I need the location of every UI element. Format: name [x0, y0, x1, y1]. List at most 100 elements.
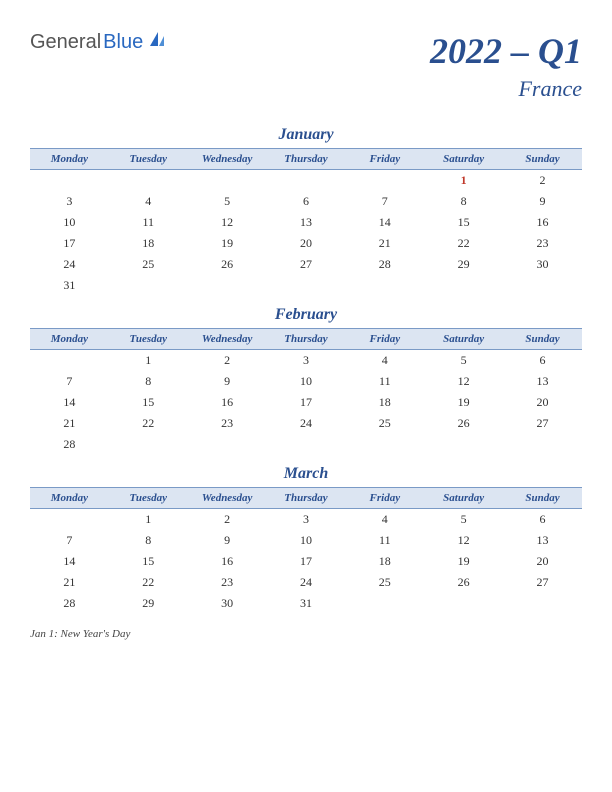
calendar-cell — [267, 170, 346, 192]
calendar-cell: 19 — [424, 392, 503, 413]
calendar-cell — [109, 170, 188, 192]
calendar-cell: 25 — [345, 413, 424, 434]
title-block: 2022 – Q1 France — [430, 30, 582, 102]
calendar-cell: 13 — [267, 212, 346, 233]
calendar-cell: 16 — [503, 212, 582, 233]
calendar-cell: 6 — [267, 191, 346, 212]
calendar-cell — [267, 275, 346, 296]
calendar-cell: 24 — [267, 572, 346, 593]
country-name: France — [430, 76, 582, 102]
calendar-cell — [503, 593, 582, 614]
calendar-row: 21222324252627 — [30, 413, 582, 434]
day-header: Monday — [30, 488, 109, 509]
calendar-cell: 23 — [503, 233, 582, 254]
calendar-cell: 2 — [188, 350, 267, 372]
calendar-cell — [345, 275, 424, 296]
calendar-cell: 23 — [188, 413, 267, 434]
calendar-cell: 28 — [30, 434, 109, 455]
calendar-cell: 15 — [424, 212, 503, 233]
day-header: Thursday — [267, 488, 346, 509]
calendar-cell — [267, 434, 346, 455]
calendar-cell: 3 — [267, 509, 346, 531]
calendar-cell: 30 — [188, 593, 267, 614]
calendar-cell: 20 — [503, 392, 582, 413]
day-header: Friday — [345, 488, 424, 509]
calendar-cell: 9 — [188, 371, 267, 392]
calendar-cell: 2 — [188, 509, 267, 531]
calendar-row: 24252627282930 — [30, 254, 582, 275]
calendar-cell: 28 — [30, 593, 109, 614]
day-header: Monday — [30, 329, 109, 350]
logo: General Blue — [30, 30, 166, 54]
calendar-cell: 27 — [503, 572, 582, 593]
calendar-cell: 23 — [188, 572, 267, 593]
calendar-cell: 9 — [503, 191, 582, 212]
day-header: Thursday — [267, 149, 346, 170]
calendar-cell: 17 — [30, 233, 109, 254]
calendar-cell: 11 — [345, 371, 424, 392]
calendar-row: 12 — [30, 170, 582, 192]
logo-text-general: General — [30, 31, 101, 54]
calendar-cell: 16 — [188, 392, 267, 413]
calendar-cell: 8 — [109, 530, 188, 551]
calendar-cell: 22 — [109, 572, 188, 593]
calendar-row: 14151617181920 — [30, 392, 582, 413]
calendar-cell: 13 — [503, 371, 582, 392]
calendar-cell: 17 — [267, 551, 346, 572]
calendar-cell — [30, 350, 109, 372]
day-header: Tuesday — [109, 488, 188, 509]
quarter-title: 2022 – Q1 — [430, 30, 582, 72]
calendar-cell: 26 — [188, 254, 267, 275]
calendar-cell — [109, 434, 188, 455]
calendar-cell: 18 — [109, 233, 188, 254]
calendar-cell: 7 — [345, 191, 424, 212]
months-container: JanuaryMondayTuesdayWednesdayThursdayFri… — [30, 126, 582, 614]
calendar-cell: 4 — [345, 350, 424, 372]
month-name: February — [30, 306, 582, 324]
logo-text-blue: Blue — [103, 31, 143, 54]
calendar-cell — [188, 170, 267, 192]
day-header: Wednesday — [188, 329, 267, 350]
calendar-cell: 14 — [30, 392, 109, 413]
day-header: Saturday — [424, 329, 503, 350]
month-name: March — [30, 465, 582, 483]
calendar-cell — [188, 434, 267, 455]
calendar-cell: 16 — [188, 551, 267, 572]
calendar-cell: 13 — [503, 530, 582, 551]
day-header: Saturday — [424, 149, 503, 170]
day-header: Saturday — [424, 488, 503, 509]
calendar-row: 10111213141516 — [30, 212, 582, 233]
calendar-row: 28 — [30, 434, 582, 455]
logo-sail-icon — [148, 30, 166, 54]
calendar-cell: 21 — [345, 233, 424, 254]
calendar-cell — [424, 434, 503, 455]
calendar-cell: 29 — [109, 593, 188, 614]
calendar-table: MondayTuesdayWednesdayThursdayFridaySatu… — [30, 328, 582, 455]
calendar-cell: 20 — [503, 551, 582, 572]
calendar-cell: 18 — [345, 551, 424, 572]
calendar-cell: 3 — [267, 350, 346, 372]
day-header: Friday — [345, 149, 424, 170]
calendar-cell: 7 — [30, 371, 109, 392]
calendar-cell — [30, 509, 109, 531]
calendar-cell: 7 — [30, 530, 109, 551]
calendar-cell: 25 — [345, 572, 424, 593]
calendar-cell: 24 — [267, 413, 346, 434]
calendar-cell — [345, 170, 424, 192]
calendar-cell — [30, 170, 109, 192]
day-header: Sunday — [503, 329, 582, 350]
calendar-cell: 4 — [109, 191, 188, 212]
calendar-cell: 2 — [503, 170, 582, 192]
calendar-cell: 15 — [109, 551, 188, 572]
calendar-cell — [424, 593, 503, 614]
calendar-cell: 10 — [267, 530, 346, 551]
calendar-cell: 1 — [109, 509, 188, 531]
day-header: Tuesday — [109, 329, 188, 350]
calendar-table: MondayTuesdayWednesdayThursdayFridaySatu… — [30, 487, 582, 614]
calendar-cell: 12 — [188, 212, 267, 233]
calendar-cell: 22 — [109, 413, 188, 434]
calendar-cell: 14 — [30, 551, 109, 572]
day-header: Sunday — [503, 149, 582, 170]
calendar-cell: 8 — [424, 191, 503, 212]
calendar-row: 123456 — [30, 509, 582, 531]
